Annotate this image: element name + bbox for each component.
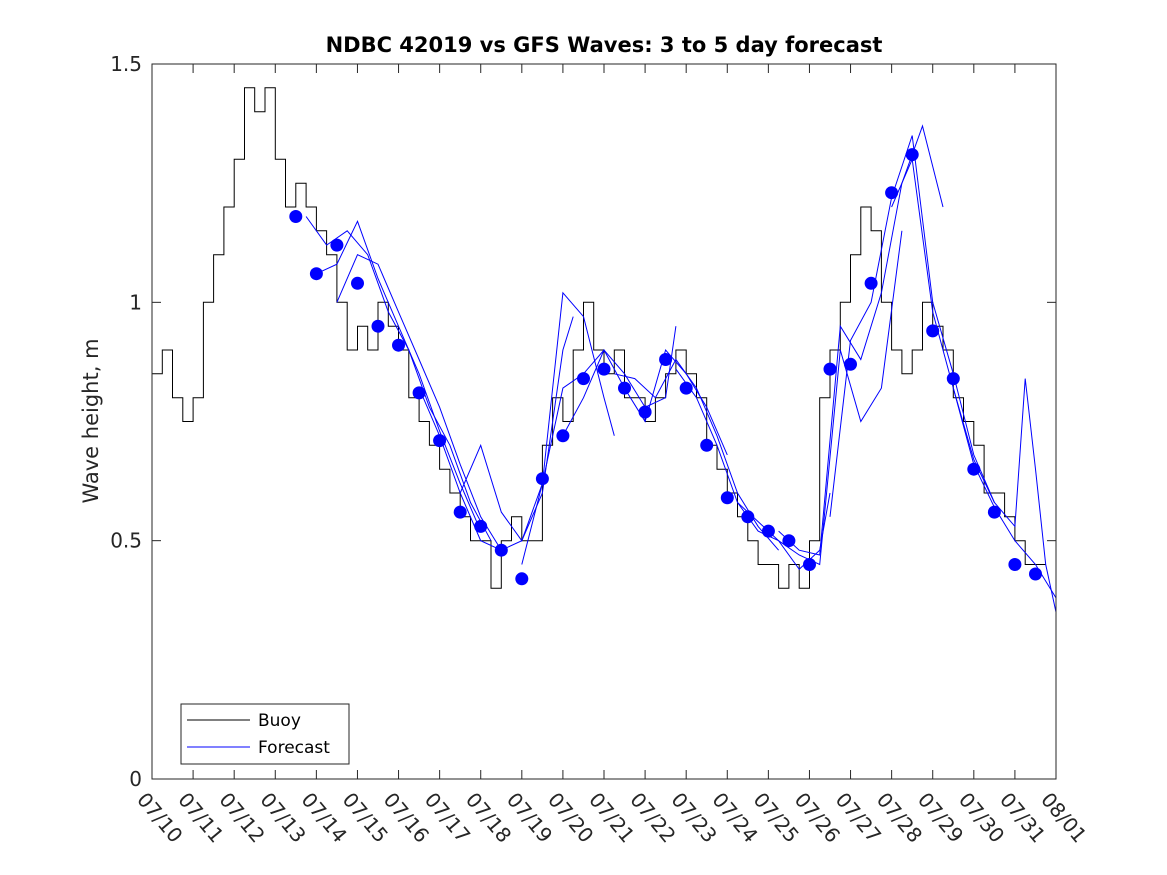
forecast-marker bbox=[597, 362, 611, 376]
series-forecast-run-4 bbox=[418, 316, 574, 542]
forecast-marker bbox=[659, 353, 673, 366]
forecast-marker bbox=[618, 381, 631, 395]
forecast-marker bbox=[556, 429, 570, 443]
forecast-marker bbox=[885, 186, 899, 200]
forecast-marker bbox=[412, 386, 426, 400]
forecast-marker bbox=[289, 210, 303, 223]
forecast-marker bbox=[782, 534, 796, 548]
y-tick-label: 1.5 bbox=[110, 52, 142, 76]
forecast-marker bbox=[330, 238, 344, 252]
y-tick-label: 0.5 bbox=[110, 529, 142, 553]
forecast-marker bbox=[926, 324, 940, 338]
plot-background bbox=[152, 64, 1056, 779]
series-forecast-run-1 bbox=[305, 216, 492, 541]
forecast-marker bbox=[494, 543, 508, 557]
forecast-marker bbox=[577, 372, 590, 386]
forecast-marker bbox=[515, 572, 529, 586]
y-tick-label: 0 bbox=[129, 767, 142, 791]
forecast-marker bbox=[679, 381, 693, 395]
legend: Buoy Forecast bbox=[180, 703, 350, 765]
series-forecast-run-11 bbox=[778, 124, 944, 556]
forecast-marker bbox=[309, 267, 323, 281]
legend-buoy-label: Buoy bbox=[258, 711, 301, 731]
chart-title: NDBC 42019 vs GFS Waves: 3 to 5 day fore… bbox=[326, 33, 883, 57]
forecast-marker bbox=[844, 357, 857, 371]
forecast-marker bbox=[967, 462, 981, 476]
forecast-marker bbox=[638, 405, 652, 419]
y-axis-ticks: 0 0.5 1 1.5 bbox=[110, 52, 1056, 791]
y-tick-label: 1 bbox=[129, 290, 142, 314]
forecast-marker bbox=[351, 276, 364, 290]
series-forecast-run-3 bbox=[336, 254, 502, 551]
forecast-marker bbox=[761, 524, 775, 538]
series-forecast-run-9 bbox=[675, 368, 831, 571]
forecast-marker bbox=[823, 362, 837, 376]
legend-box bbox=[180, 703, 350, 765]
forecast-marker bbox=[371, 319, 385, 333]
forecast-marker bbox=[987, 505, 1001, 519]
forecast-marker bbox=[535, 472, 549, 486]
series-layer bbox=[152, 87, 1057, 613]
forecast-marker bbox=[474, 519, 488, 533]
forecast-marker bbox=[864, 276, 878, 290]
forecast-marker bbox=[1029, 567, 1042, 581]
forecast-marker bbox=[720, 491, 734, 505]
series-forecast-run-12 bbox=[829, 135, 995, 517]
legend-forecast-label: Forecast bbox=[258, 738, 330, 758]
forecast-marker bbox=[453, 505, 467, 519]
forecast-marker bbox=[803, 558, 816, 571]
forecast-marker bbox=[433, 434, 447, 448]
forecast-marker bbox=[700, 438, 714, 452]
forecast-marker bbox=[946, 372, 960, 386]
y-axis-label: Wave height, m bbox=[79, 338, 103, 503]
forecast-marker bbox=[392, 338, 405, 352]
plot-area bbox=[152, 64, 1056, 779]
forecast-marker bbox=[905, 148, 919, 162]
series-forecast-run-2 bbox=[316, 220, 482, 532]
forecast-marker bbox=[1008, 558, 1022, 571]
forecast-marker bbox=[741, 510, 755, 524]
